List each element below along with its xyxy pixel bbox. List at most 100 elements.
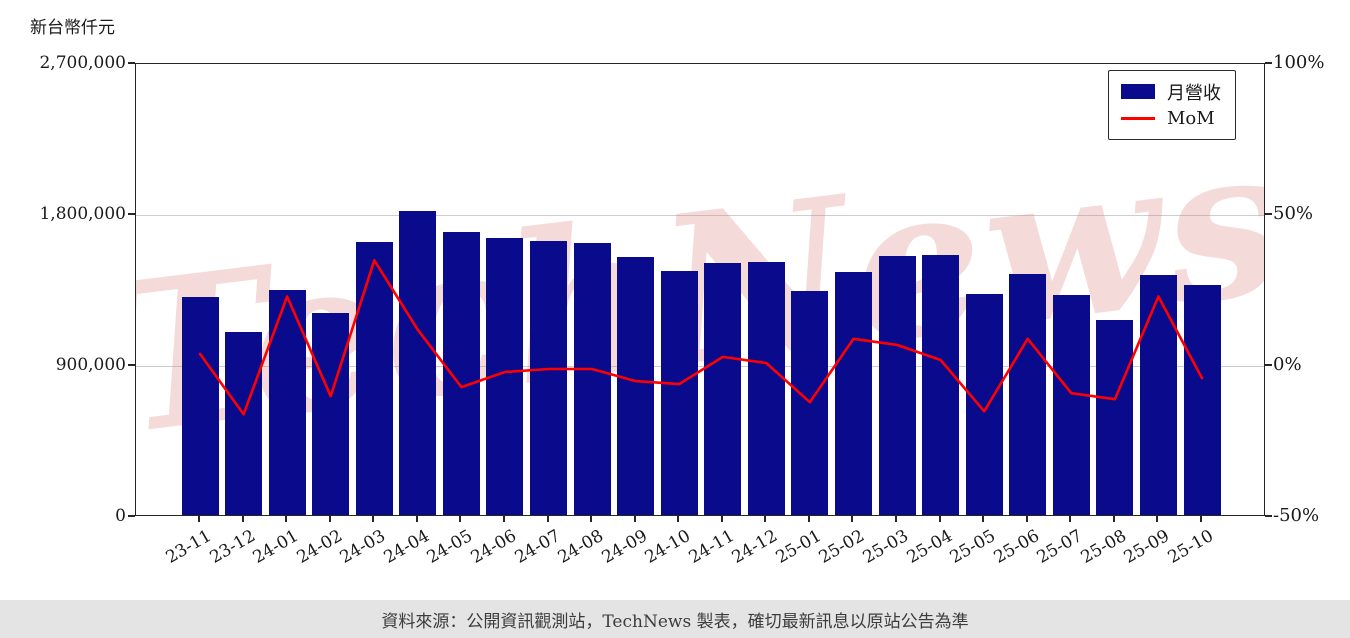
- x-tick-label: 24-06: [467, 526, 520, 568]
- revenue-bar: [181, 296, 219, 515]
- x-tick-label: 25-08: [1077, 526, 1130, 568]
- y-axis-tickmark: [128, 62, 135, 64]
- bar-series: [136, 64, 1264, 515]
- x-tick-label: 24-10: [641, 526, 695, 568]
- source-text: 資料來源：公開資訊觀測站，TechNews 製表，確切最新訊息以原站公告為準: [381, 611, 969, 632]
- revenue-bar: [1183, 285, 1221, 515]
- x-tick-label: 24-11: [685, 526, 738, 568]
- y-tick-label: 0: [115, 506, 126, 526]
- gridline: [136, 366, 1264, 367]
- legend-label: MoM: [1167, 108, 1215, 129]
- x-axis-tickmark: [198, 516, 200, 522]
- legend: 月營收 MoM: [1108, 70, 1236, 140]
- x-tick-label: 23-12: [206, 526, 259, 568]
- right-y-tick-label: 50%: [1273, 203, 1314, 224]
- x-axis-tickmark: [1200, 516, 1202, 522]
- revenue-bar: [1096, 320, 1134, 515]
- source-footer: 資料來源：公開資訊觀測站，TechNews 製表，確切最新訊息以原站公告為準: [0, 600, 1350, 638]
- y-axis-tickmark: [128, 213, 135, 215]
- revenue-bar: [312, 312, 350, 515]
- legend-item-revenue: 月營收: [1121, 78, 1221, 105]
- x-axis-tickmark: [720, 516, 723, 522]
- revenue-bar: [355, 242, 393, 515]
- revenue-bar: [573, 243, 611, 515]
- x-axis-tickmark: [633, 516, 636, 522]
- revenue-bar: [1139, 275, 1177, 515]
- x-axis-tickmark: [415, 516, 418, 522]
- revenue-bar: [442, 231, 480, 515]
- x-axis-tickmark: [459, 516, 462, 522]
- plot-area: TechNews: [135, 63, 1265, 516]
- revenue-bar: [747, 261, 785, 515]
- right-y-tick-label: -50%: [1273, 505, 1320, 526]
- revenue-bar: [965, 293, 1003, 515]
- x-tick-label: 25-07: [1033, 526, 1087, 568]
- x-axis-tickmark: [982, 516, 985, 522]
- revenue-bar: [704, 262, 742, 515]
- x-axis-tickmark: [241, 516, 244, 522]
- x-axis-tickmark: [1156, 516, 1159, 522]
- x-axis-tickmark: [328, 516, 331, 522]
- legend-line-swatch: [1121, 117, 1155, 120]
- x-tick-label: 24-01: [249, 526, 303, 568]
- revenue-bar: [660, 270, 698, 515]
- gridline: [136, 215, 1264, 216]
- x-axis-tickmark: [938, 516, 941, 522]
- y-axis-tickmark: [128, 364, 135, 366]
- x-tick-label: 24-05: [423, 526, 477, 568]
- revenue-bar: [922, 254, 960, 515]
- legend-item-mom: MoM: [1121, 105, 1221, 132]
- y-tick-label: 1,800,000: [39, 204, 126, 224]
- right-y-axis-tickmark: [1265, 62, 1272, 64]
- x-tick-label: 25-01: [772, 526, 825, 568]
- legend-bar-swatch: [1121, 84, 1155, 99]
- x-axis-tickmark: [677, 516, 680, 522]
- x-tick-label: 25-04: [903, 526, 956, 568]
- x-tick-label: 25-06: [990, 526, 1043, 568]
- x-tick-label: 24-07: [511, 526, 564, 568]
- right-y-tick-label: 0%: [1273, 354, 1302, 375]
- mom-line-chart: [198, 259, 1204, 416]
- right-y-axis-tickmark: [1265, 213, 1272, 215]
- x-tick-label: 24-03: [336, 526, 390, 568]
- revenue-bar: [399, 210, 437, 515]
- x-axis-tickmark: [285, 516, 288, 522]
- x-tick-label: 24-09: [598, 526, 651, 568]
- legend-label: 月營收: [1167, 82, 1221, 104]
- x-tick-label: 24-04: [380, 526, 433, 568]
- y-axis-unit-label: 新台幣仟元: [30, 18, 115, 38]
- x-tick-label: 24-08: [554, 526, 608, 568]
- revenue-bar: [617, 256, 655, 515]
- x-axis-tickmark: [1112, 516, 1115, 522]
- x-axis-tickmark: [590, 516, 593, 522]
- x-tick-label: 24-02: [293, 526, 346, 568]
- revenue-bar: [225, 332, 263, 515]
- x-axis-tickmark: [1025, 516, 1028, 522]
- y-axis-tickmark: [128, 515, 135, 517]
- revenue-bar: [530, 240, 568, 515]
- y-tick-label: 900,000: [55, 355, 126, 375]
- x-axis-tickmark: [764, 516, 767, 522]
- revenue-bar: [834, 271, 872, 515]
- revenue-bar: [878, 255, 916, 515]
- x-axis-tickmark: [895, 516, 898, 522]
- mom-line: [198, 259, 1204, 416]
- right-y-axis-tickmark: [1265, 515, 1272, 517]
- x-tick-label: 24-12: [728, 526, 782, 568]
- x-tick-label: 25-09: [1120, 526, 1174, 568]
- x-tick-label: 25-10: [1164, 526, 1217, 568]
- revenue-bar: [1052, 295, 1090, 515]
- x-tick-label: 25-05: [946, 526, 1000, 568]
- x-tick-label: 25-02: [816, 526, 869, 568]
- x-axis-tickmark: [502, 516, 505, 522]
- y-tick-label: 2,700,000: [39, 53, 126, 73]
- x-axis-tickmark: [546, 516, 549, 522]
- x-tick-label: 25-03: [859, 526, 913, 568]
- right-y-axis-tickmark: [1265, 364, 1272, 366]
- x-axis-tickmark: [851, 516, 854, 522]
- revenue-bar: [1009, 274, 1047, 515]
- right-y-tick-label: 100%: [1273, 52, 1325, 73]
- x-axis-tickmark: [1069, 516, 1072, 522]
- x-tick-label: 23-11: [162, 526, 215, 568]
- x-axis-tickmark: [372, 516, 375, 522]
